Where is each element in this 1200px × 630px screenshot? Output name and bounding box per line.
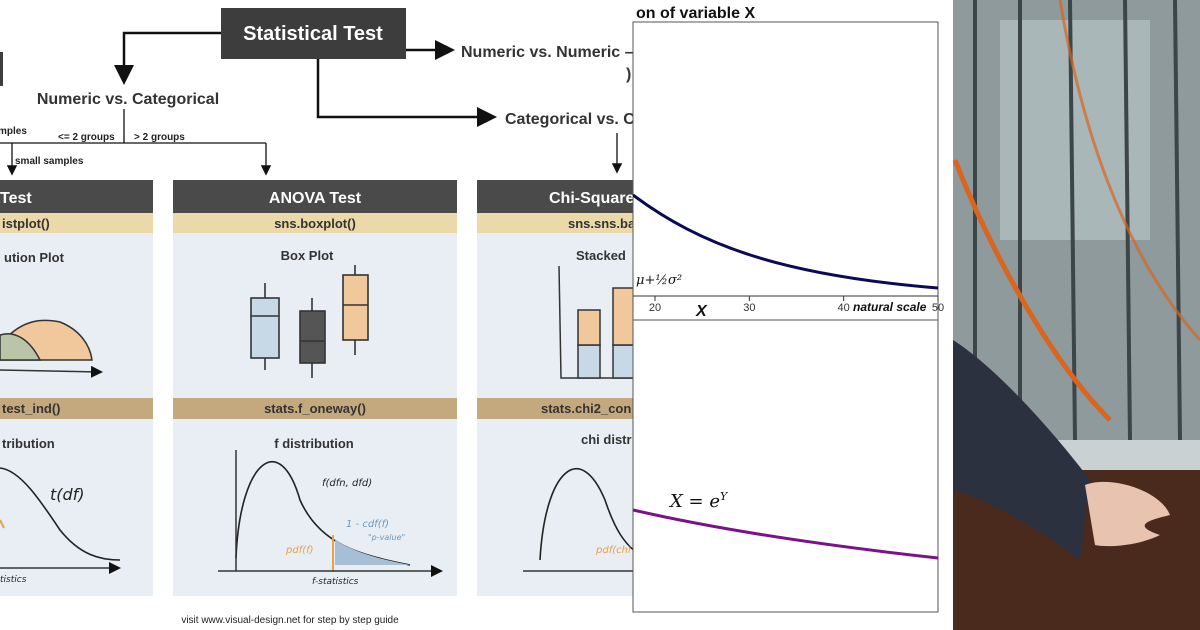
card-body bbox=[173, 419, 457, 596]
dist-name: tribution bbox=[2, 436, 55, 451]
branch-label: Categorical vs. C bbox=[505, 111, 635, 128]
axis-label: X bbox=[695, 303, 708, 320]
box-sketches bbox=[250, 265, 369, 378]
fragment-label: ) bbox=[626, 66, 631, 83]
handwritten-note: pdf(f) bbox=[285, 545, 314, 556]
bar-sketch bbox=[612, 344, 633, 379]
plot-name: Box Plot bbox=[281, 248, 334, 263]
root-label: Statistical Test bbox=[243, 23, 383, 45]
curve bbox=[633, 193, 938, 290]
card-body bbox=[0, 419, 153, 596]
bar-sketch bbox=[577, 344, 601, 379]
scale-label: natural scale bbox=[853, 300, 927, 314]
formula: μ+½σ² bbox=[636, 273, 682, 288]
dist-name: f distribution bbox=[274, 436, 353, 451]
code-bar bbox=[173, 213, 457, 233]
formula-exp: Y bbox=[720, 490, 729, 503]
handwritten-note: 1 - cdf(f) bbox=[346, 519, 389, 530]
chart-panel: on of variable X 20 30 40 50 μ+½σ² X natura… bbox=[632, 0, 953, 630]
connectors bbox=[114, 31, 497, 127]
card-title: Test bbox=[0, 190, 32, 207]
plot-func: sns.boxplot() bbox=[274, 216, 356, 231]
density-sketch bbox=[0, 333, 42, 361]
tick-label: 50 bbox=[932, 302, 944, 314]
footer: visit www.visual-design.net for step by … bbox=[181, 615, 399, 626]
card-header bbox=[173, 180, 457, 213]
card-title: Chi-Square bbox=[549, 190, 634, 207]
arrow bbox=[316, 59, 497, 127]
box-sketch bbox=[342, 274, 369, 341]
card-header bbox=[0, 180, 153, 213]
root-box bbox=[221, 8, 406, 59]
card: Test istplot() ution Plot test_ind() tri… bbox=[0, 180, 153, 596]
edge-label: small samples bbox=[15, 156, 84, 167]
diagram: Statistical Test Numeric vs. Numeric – N… bbox=[0, 8, 636, 626]
handwritten-note: pdf(chi bbox=[595, 545, 631, 556]
handwritten-note: f-statistics bbox=[312, 577, 359, 587]
bar-sketch bbox=[612, 287, 633, 346]
card-header bbox=[477, 180, 633, 213]
tick-label: 30 bbox=[743, 302, 755, 314]
orange-track bbox=[952, 159, 1112, 422]
orange-track bbox=[1058, 0, 1200, 341]
test-func: stats.f_oneway() bbox=[264, 401, 366, 416]
curves bbox=[633, 193, 938, 560]
code-bar bbox=[0, 398, 153, 419]
branch-label: Numeric vs. Categorical bbox=[37, 91, 219, 108]
sleeve bbox=[953, 340, 1090, 560]
chi-curve bbox=[539, 468, 633, 561]
edge bbox=[1173, 0, 1182, 441]
sketch-axis bbox=[0, 365, 103, 378]
p-value-area bbox=[335, 540, 410, 565]
code-bar bbox=[477, 398, 633, 419]
edge-label: > 2 groups bbox=[134, 132, 185, 143]
plot-name: Stacked bbox=[576, 248, 626, 263]
plot-name: ution Plot bbox=[4, 250, 65, 265]
code-bar bbox=[477, 213, 633, 233]
handwritten-note: "p-value" bbox=[368, 533, 405, 542]
code-bar bbox=[0, 213, 153, 233]
card: ANOVA Test sns.boxplot() Box Plot stats.… bbox=[173, 180, 457, 596]
plot-frame bbox=[632, 21, 939, 613]
test-func: stats.chi2_con bbox=[541, 401, 631, 416]
code-bar bbox=[173, 398, 457, 419]
panel-bg bbox=[633, 0, 953, 630]
dist-name: chi distr bbox=[581, 432, 632, 447]
plot-func: istplot() bbox=[2, 216, 50, 231]
plot-func: sns.sns.ba bbox=[568, 216, 636, 231]
bar-sketch bbox=[577, 309, 601, 346]
edge-label: <= 2 groups bbox=[58, 132, 115, 143]
sub-connectors bbox=[0, 109, 623, 176]
test-func: test_ind() bbox=[2, 401, 61, 416]
edge bbox=[1123, 0, 1132, 441]
partial-box bbox=[0, 52, 3, 86]
handwritten-note: f(dfn, dfd) bbox=[322, 478, 372, 489]
box-sketch bbox=[299, 310, 326, 364]
tick-group: 20 30 40 50 bbox=[649, 296, 944, 314]
card-body bbox=[477, 233, 633, 398]
hand bbox=[1085, 481, 1170, 547]
panel-title: on of variable X bbox=[636, 5, 755, 22]
formula-base: X = e bbox=[668, 491, 720, 512]
handwritten-note: tistics bbox=[0, 575, 27, 585]
tick-label: 20 bbox=[649, 302, 661, 314]
curve bbox=[633, 508, 938, 560]
t-curve bbox=[0, 467, 121, 561]
branch-label: Numeric vs. Numeric – bbox=[461, 44, 634, 61]
tick-label: 40 bbox=[838, 302, 850, 314]
card: Chi-Square sns.sns.ba Stacked stats.chi2… bbox=[477, 180, 636, 596]
card-title: ANOVA Test bbox=[269, 190, 362, 207]
formula: X = eY bbox=[668, 490, 729, 512]
photo bbox=[952, 0, 1200, 630]
sketch-mark bbox=[0, 519, 5, 529]
handwritten-note: t(df) bbox=[50, 485, 85, 504]
edge-label: mples bbox=[0, 126, 27, 137]
box-sketch bbox=[250, 297, 280, 359]
arrow bbox=[114, 31, 221, 85]
edge bbox=[1068, 0, 1077, 441]
